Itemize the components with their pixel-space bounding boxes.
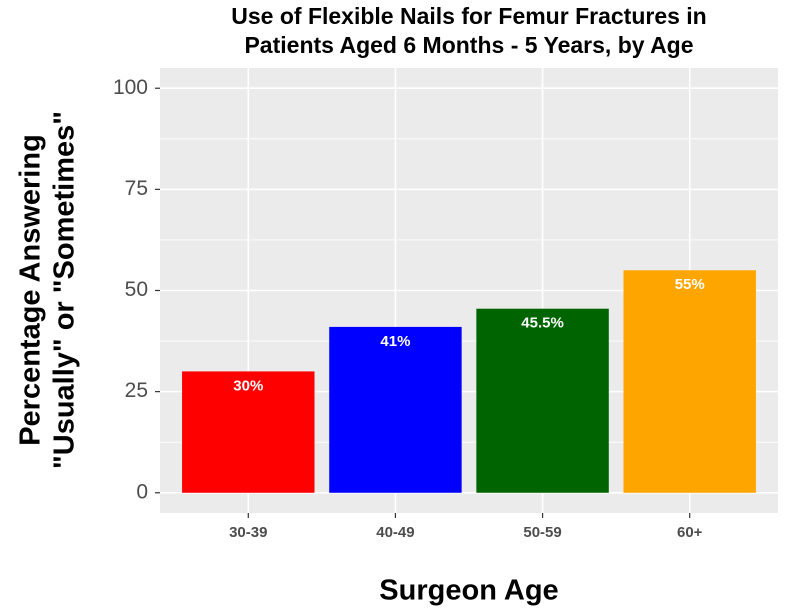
- value-label: 45.5%: [521, 315, 564, 332]
- y-axis-title-line: Percentage Answering: [15, 134, 47, 446]
- bar: [182, 371, 315, 493]
- value-label: 41%: [380, 333, 410, 350]
- chart-title: Patients Aged 6 Months - 5 Years, by Age: [244, 32, 693, 58]
- value-label: 55%: [675, 276, 705, 293]
- y-tick-label: 0: [136, 480, 148, 503]
- x-tick-label: 30-39: [229, 524, 267, 541]
- y-axis-title: Percentage Answering "Usually" or "Somet…: [15, 111, 81, 469]
- x-axis-title: Surgeon Age: [379, 575, 558, 607]
- y-tick-label: 75: [125, 177, 148, 200]
- x-tick-label: 40-49: [376, 524, 414, 541]
- x-tick-label: 50-59: [523, 524, 561, 541]
- y-tick-label: 100: [113, 76, 148, 99]
- chart-title: Use of Flexible Nails for Femur Fracture…: [231, 3, 706, 29]
- bar: [329, 326, 462, 493]
- y-axis-title-line: "Usually" or "Sometimes": [49, 111, 81, 469]
- bar: [476, 308, 609, 493]
- y-tick-label: 25: [125, 379, 148, 402]
- value-label: 30%: [233, 377, 263, 394]
- x-tick-label: 60+: [677, 524, 703, 541]
- bar: [623, 270, 756, 493]
- y-tick-label: 50: [125, 278, 148, 301]
